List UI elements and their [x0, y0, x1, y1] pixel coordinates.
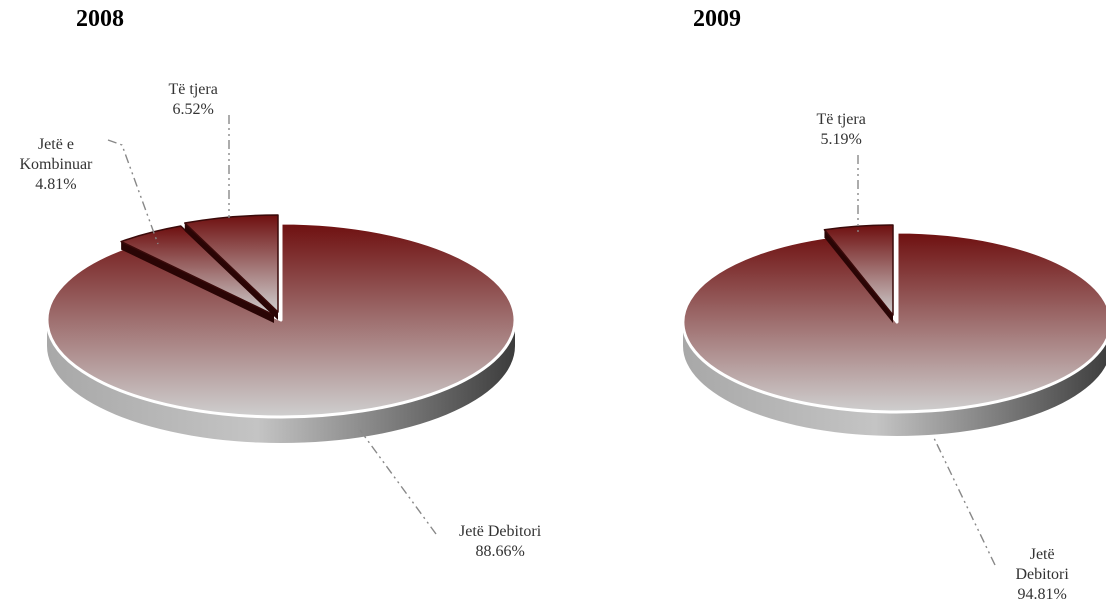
slice-label-line: Të tjera [168, 81, 218, 98]
slice-label-line: Jetë [1029, 546, 1055, 563]
slice-label: Të tjera 5.19% [817, 110, 866, 150]
slice-label-line: 94.81% [1017, 586, 1067, 603]
pie-slice [184, 214, 279, 313]
slice-label-line: 5.19% [820, 131, 862, 148]
chart-title-2009: 2009 [693, 6, 741, 32]
pie-slice [681, 230, 1106, 414]
pie-slice [120, 225, 275, 316]
chart-title-2008: 2008 [76, 6, 124, 32]
leader-line [932, 435, 996, 566]
slice-label: Jetë Debitori 88.66% [459, 522, 541, 562]
pie-side [683, 322, 1106, 436]
leader-line [107, 139, 159, 245]
slice-label-line: 4.81% [35, 176, 77, 193]
slice-label-line: 6.52% [172, 101, 214, 118]
pie-side [47, 320, 515, 443]
slice-label-line: Të tjera [816, 111, 866, 128]
slice-label: Jetë e Kombinuar 4.81% [20, 135, 93, 195]
slice-label-line: Kombinuar [19, 156, 93, 173]
pie-2008 [45, 115, 517, 535]
pie-2009 [681, 155, 1106, 566]
slice-label-line: Jetë Debitori [459, 523, 542, 540]
slice-label: Të tjera 6.52% [169, 80, 218, 120]
leader-line [359, 429, 437, 535]
pie-slice [823, 224, 894, 316]
slice-label-line: Jetë e [37, 136, 74, 153]
slice-label-line: 88.66% [475, 543, 525, 560]
pie-slice [45, 221, 517, 419]
slice-label-line: Debitori [1015, 566, 1069, 583]
slice-label: Jetë Debitori 94.81% [1016, 545, 1069, 605]
